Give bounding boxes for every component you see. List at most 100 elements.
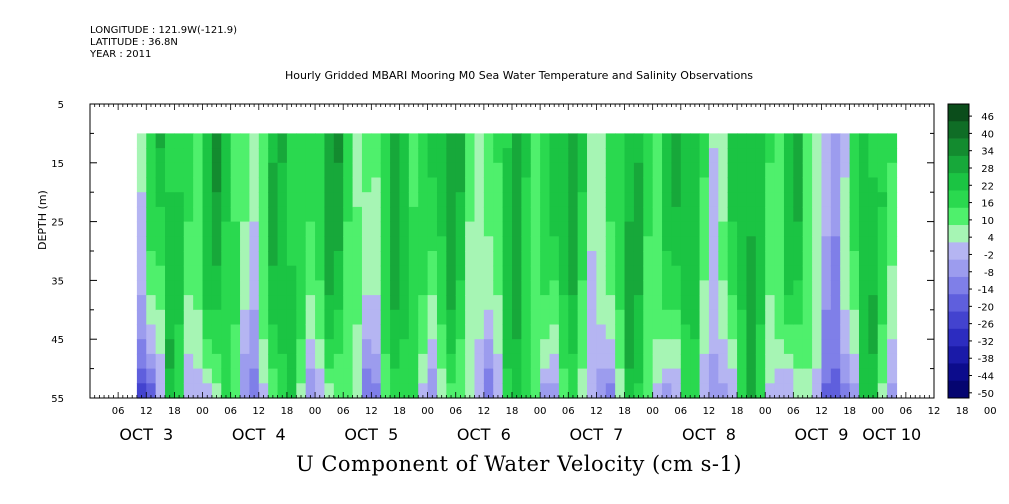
heatmap-cell <box>643 324 654 340</box>
heatmap-cell <box>568 309 579 326</box>
heatmap-cell <box>662 221 673 237</box>
heatmap-cell <box>765 221 776 237</box>
heatmap-cell <box>877 295 888 311</box>
heatmap-cell <box>296 148 307 164</box>
heatmap-cell <box>718 251 729 267</box>
heatmap-cell <box>746 251 757 267</box>
heatmap-cell <box>605 265 616 281</box>
heatmap-cell <box>858 177 869 193</box>
heatmap-cell <box>211 295 222 311</box>
colorbar-swatch <box>948 242 969 260</box>
heatmap-cell <box>671 383 682 399</box>
heatmap-cell <box>708 251 719 267</box>
heatmap-cell <box>174 236 185 252</box>
heatmap-cell <box>549 280 560 296</box>
heatmap-cell <box>699 265 710 281</box>
heatmap-cell <box>361 295 372 311</box>
heatmap-cell <box>136 221 147 237</box>
heatmap-cell <box>483 192 494 208</box>
heatmap-cell <box>324 368 335 384</box>
heatmap-cell <box>727 206 738 223</box>
heatmap-cell <box>240 339 251 355</box>
heatmap-cell <box>887 251 898 267</box>
x-hour-label: 18 <box>281 406 294 417</box>
heatmap-cell <box>633 309 644 326</box>
heatmap-cell <box>136 339 147 355</box>
heatmap-cell <box>549 206 560 223</box>
heatmap-cell <box>662 339 673 355</box>
heatmap-cell <box>840 162 851 179</box>
heatmap-cell <box>183 309 194 326</box>
heatmap-cell <box>690 324 701 340</box>
heatmap-cell <box>146 148 157 164</box>
heatmap-cell <box>840 280 851 296</box>
heatmap-cell <box>390 309 401 326</box>
heatmap-cell <box>718 324 729 340</box>
heatmap-cell <box>352 309 363 326</box>
heatmap-cell <box>136 236 147 252</box>
heatmap-cell <box>380 206 391 223</box>
heatmap-cell <box>727 148 738 164</box>
heatmap-cell <box>361 251 372 267</box>
heatmap-cell <box>699 133 710 149</box>
heatmap-cell <box>821 206 832 223</box>
heatmap-cell <box>821 368 832 384</box>
heatmap-cell <box>783 162 794 179</box>
heatmap-cell <box>249 324 260 340</box>
heatmap-cell <box>408 148 419 164</box>
heatmap-cell <box>474 295 485 311</box>
heatmap-cell <box>352 251 363 267</box>
heatmap-cell <box>802 339 813 355</box>
x-day-label: OCT 4 <box>232 425 286 444</box>
heatmap-cell <box>211 221 222 237</box>
heatmap-cell <box>361 339 372 355</box>
heatmap-cell <box>296 236 307 252</box>
heatmap-cell <box>671 309 682 326</box>
heatmap-cell <box>193 324 204 340</box>
heatmap-cell <box>174 324 185 340</box>
y-tick-label: 35 <box>51 276 64 287</box>
heatmap-cell <box>427 383 438 399</box>
heatmap-cell <box>774 383 785 399</box>
heatmap-cell <box>380 265 391 281</box>
heatmap-cell <box>371 192 382 208</box>
heatmap-cell <box>812 133 823 149</box>
heatmap-cell <box>193 192 204 208</box>
heatmap-cell <box>483 280 494 296</box>
heatmap-cell <box>427 339 438 355</box>
heatmap-cell <box>849 162 860 179</box>
colorbar-label: -8 <box>984 268 994 279</box>
heatmap-cell <box>690 162 701 179</box>
heatmap-cell <box>699 162 710 179</box>
heatmap-cell <box>587 251 597 267</box>
heatmap-cell <box>333 206 344 223</box>
heatmap-cell <box>436 324 447 340</box>
heatmap-cell <box>530 265 541 281</box>
heatmap-cell <box>849 280 860 296</box>
x-hour-label: 06 <box>674 406 687 417</box>
heatmap-cell <box>558 148 569 164</box>
x-axis-label: U Component of Water Velocity (cm s-1) <box>295 452 743 476</box>
heatmap-cell <box>671 368 682 384</box>
heatmap-cell <box>240 368 251 384</box>
heatmap-cell <box>211 162 222 179</box>
heatmap-cell <box>887 221 898 237</box>
heatmap-cell <box>633 221 644 237</box>
heatmap-cell <box>615 221 626 237</box>
heatmap-cell <box>577 280 588 296</box>
heatmap-cell <box>361 368 372 384</box>
heatmap-cell <box>746 148 757 164</box>
heatmap-cell <box>211 309 222 326</box>
heatmap-cell <box>277 251 288 267</box>
heatmap-cell <box>258 295 269 311</box>
heatmap-cell <box>221 383 232 399</box>
heatmap-cell <box>277 324 288 340</box>
heatmap-cell <box>549 177 560 193</box>
heatmap-cell <box>521 309 532 326</box>
heatmap-cell <box>671 177 682 193</box>
x-hour-label: 00 <box>196 406 209 417</box>
heatmap-cell <box>202 236 213 252</box>
heatmap-cell <box>427 265 438 281</box>
heatmap-cell <box>427 177 438 193</box>
heatmap-cell <box>418 133 429 149</box>
